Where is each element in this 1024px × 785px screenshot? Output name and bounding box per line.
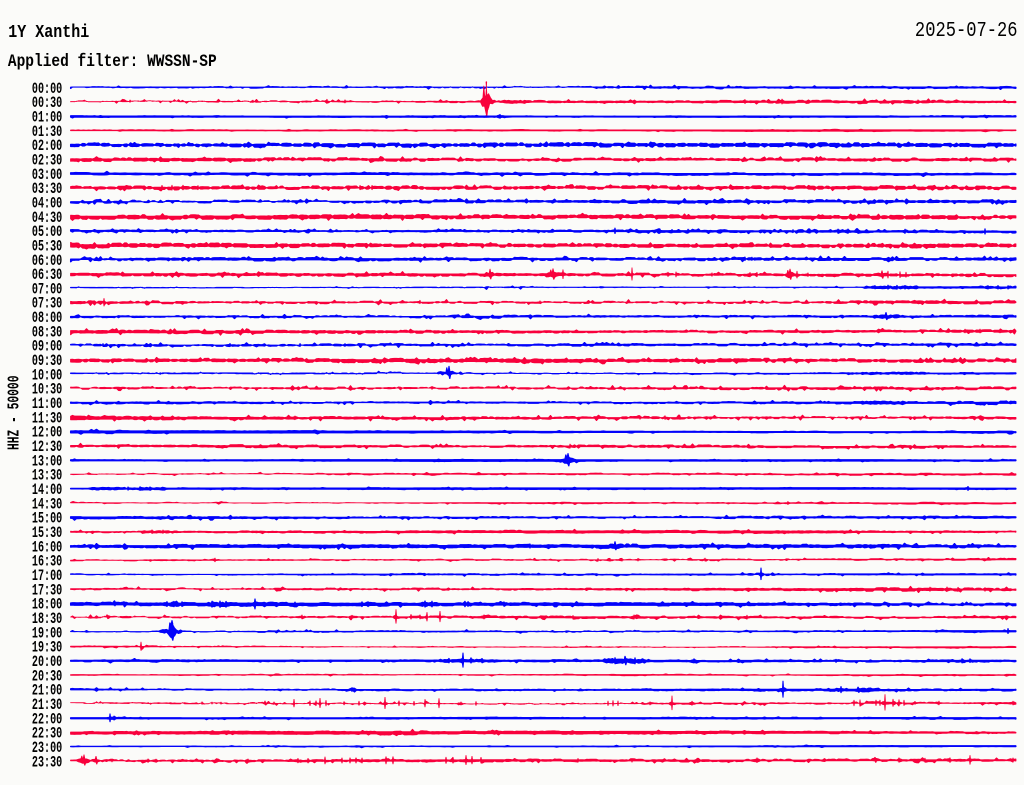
svg-text:18:30: 18:30 [32, 610, 62, 628]
svg-text:22:30: 22:30 [32, 725, 62, 743]
svg-text:06:30: 06:30 [32, 266, 62, 284]
svg-text:16:30: 16:30 [32, 553, 62, 571]
svg-text:07:30: 07:30 [32, 295, 62, 313]
svg-text:18:00: 18:00 [32, 596, 62, 614]
svg-text:14:30: 14:30 [32, 495, 62, 513]
svg-text:HHZ - 50000: HHZ - 50000 [6, 376, 25, 451]
svg-text:23:30: 23:30 [32, 753, 62, 771]
svg-text:07:00: 07:00 [32, 280, 62, 298]
svg-text:17:30: 17:30 [32, 581, 62, 599]
svg-text:21:00: 21:00 [32, 682, 62, 700]
svg-text:00:30: 00:30 [32, 94, 62, 112]
svg-text:06:00: 06:00 [32, 252, 62, 270]
svg-text:20:00: 20:00 [32, 653, 62, 671]
svg-text:11:00: 11:00 [32, 395, 62, 413]
svg-text:09:00: 09:00 [32, 338, 62, 356]
svg-text:17:00: 17:00 [32, 567, 62, 585]
svg-text:01:30: 01:30 [32, 123, 62, 141]
svg-text:02:00: 02:00 [32, 137, 62, 155]
svg-text:02:30: 02:30 [32, 151, 62, 169]
svg-text:00:00: 00:00 [32, 80, 62, 98]
svg-text:22:00: 22:00 [32, 710, 62, 728]
svg-text:Applied filter: WWSSN-SP: Applied filter: WWSSN-SP [8, 50, 217, 71]
svg-text:1Y Xanthi: 1Y Xanthi [8, 23, 89, 44]
svg-text:14:00: 14:00 [32, 481, 62, 499]
svg-text:15:00: 15:00 [32, 510, 62, 528]
svg-text:20:30: 20:30 [32, 667, 62, 685]
svg-text:05:00: 05:00 [32, 223, 62, 241]
svg-text:01:00: 01:00 [32, 108, 62, 126]
svg-text:09:30: 09:30 [32, 352, 62, 370]
svg-text:05:30: 05:30 [32, 237, 62, 255]
svg-text:19:00: 19:00 [32, 624, 62, 642]
svg-text:23:00: 23:00 [32, 739, 62, 757]
svg-text:16:00: 16:00 [32, 538, 62, 556]
svg-text:12:00: 12:00 [32, 424, 62, 442]
svg-text:04:30: 04:30 [32, 209, 62, 227]
svg-text:08:30: 08:30 [32, 323, 62, 341]
svg-text:10:00: 10:00 [32, 366, 62, 384]
svg-text:08:00: 08:00 [32, 309, 62, 327]
svg-text:11:30: 11:30 [32, 409, 62, 427]
svg-text:21:30: 21:30 [32, 696, 62, 714]
svg-text:13:30: 13:30 [32, 467, 62, 485]
svg-text:12:30: 12:30 [32, 438, 62, 456]
svg-text:2025-07-26: 2025-07-26 [915, 18, 1018, 42]
svg-text:15:30: 15:30 [32, 524, 62, 542]
svg-text:10:30: 10:30 [32, 381, 62, 399]
svg-text:19:30: 19:30 [32, 639, 62, 657]
svg-text:03:30: 03:30 [32, 180, 62, 198]
svg-text:04:00: 04:00 [32, 194, 62, 212]
svg-text:03:00: 03:00 [32, 166, 62, 184]
svg-text:13:00: 13:00 [32, 452, 62, 470]
